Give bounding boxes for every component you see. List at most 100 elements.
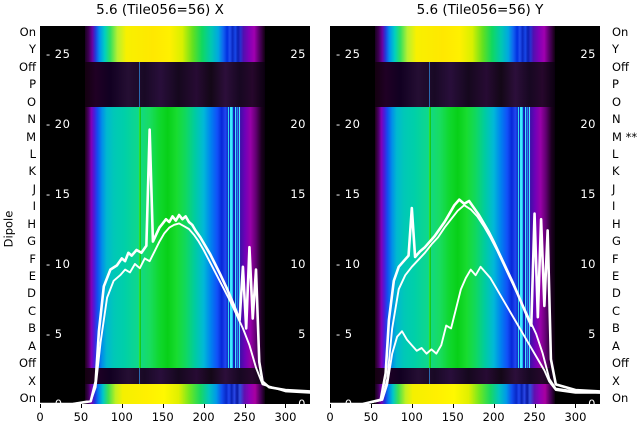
heatmap-stripe: [229, 107, 232, 368]
dipole-label-c-16: C: [612, 303, 621, 318]
x-tick-label: 100: [110, 410, 133, 424]
heatmap-stripe: [232, 107, 234, 368]
dipole-label-p-3: P: [612, 77, 619, 92]
heatmap-stripe: [228, 107, 230, 368]
inner-y-tick-20-right: 20: [580, 117, 596, 131]
dipole-label-a-18: A: [612, 338, 620, 353]
dipole-label-b-17: B: [28, 321, 36, 336]
inner-y-tick-20-left: - 20: [46, 117, 71, 131]
x-tick-label: 150: [441, 410, 464, 424]
heatmap-band-gap-lower: [85, 367, 265, 385]
x-tick-mark: [162, 404, 164, 408]
x-tick-mark: [493, 404, 495, 408]
heatmap-band-gap-upper: [85, 62, 265, 108]
dipole-label-i-10: I: [32, 199, 36, 214]
x-tick-label: 0: [326, 410, 334, 424]
panel-x: 5.6 (Tile056=56) X - 25 25 - 20 20 - 15 15 - 1…: [36, 2, 310, 438]
heatmap-band-bottom-band: [375, 384, 555, 404]
dipole-label-on-0: On: [612, 25, 629, 39]
heatmap-band-main-body: [85, 107, 265, 368]
x-tick-label: 200: [482, 410, 505, 424]
dipole-axis-right: On Y Off P O N M ** L K J I H G F E D C B A Off X On: [610, 26, 640, 404]
dipole-label-e-14: E: [28, 269, 36, 283]
x-tick-mark: [203, 404, 205, 408]
panel-y-title: 5.6 (Tile056=56) Y: [416, 2, 544, 18]
heatmap-stripe: [527, 107, 529, 368]
x-tick-label: 250: [523, 410, 546, 424]
inner-y-tick-10-left: - 10: [336, 257, 361, 271]
heatmap-gap-wash: [85, 62, 265, 108]
heatmap-band-main-body: [375, 107, 555, 368]
dipole-label-h-11: H: [27, 216, 36, 231]
x-tick-mark: [575, 404, 577, 408]
dipole-label-j-9: J: [32, 181, 36, 196]
inner-y-tick-0-left: - 0: [336, 397, 353, 404]
y-axis-label: Dipole: [1, 210, 16, 248]
x-tick-label: 200: [192, 410, 215, 424]
heatmap-stripe: [518, 107, 520, 368]
panel-y-heatmap: [330, 26, 600, 404]
heatmap-gap-wash: [85, 367, 265, 385]
heatmap-stripe: [522, 107, 524, 368]
inner-y-tick-10-left: - 10: [46, 257, 71, 271]
inner-y-tick-10-right: 10: [290, 257, 306, 271]
x-tick-label: 250: [233, 410, 256, 424]
x-tick-mark: [244, 404, 246, 408]
dipole-label-f-13: F: [29, 251, 36, 266]
heatmap-stripe: [529, 107, 531, 368]
x-tick-mark: [121, 404, 123, 408]
heatmap-stripe: [237, 107, 239, 368]
dipole-label-f-13: F: [612, 251, 619, 266]
heatmap-stripe: [139, 107, 140, 368]
dipole-label-g-12: G: [612, 234, 621, 249]
heatmap-band-top-band: [85, 26, 265, 63]
inner-y-tick-5-right: 5: [298, 327, 306, 341]
heatmap-gap-wash: [375, 367, 555, 385]
heatmap-stripe: [524, 107, 526, 368]
dipole-label-n-5: N: [612, 112, 621, 127]
curve-curve-bundle-upper: [40, 128, 310, 404]
dipole-label-j-9: J: [612, 181, 616, 196]
inner-y-tick-0-right: 0: [588, 397, 596, 404]
inner-y-tick-15-right: 15: [580, 187, 596, 201]
dipole-label-on-21: On: [19, 391, 36, 405]
panel-y-xaxis: 0 50 100 150 200 250 300: [326, 404, 600, 438]
dipole-label-off-19: Off: [612, 356, 629, 371]
inner-y-tick-25-left: - 25: [46, 47, 71, 61]
inner-y-tick-5-left: - 5: [336, 327, 353, 341]
dipole-label-a-18: A: [28, 338, 36, 353]
dipole-label-off-2: Off: [19, 59, 36, 74]
heatmap-stripe: [519, 107, 522, 368]
heatmap-stripe: [429, 107, 430, 368]
x-tick-label: 150: [151, 410, 174, 424]
dipole-label-o-4: O: [26, 94, 36, 109]
x-tick-mark: [452, 404, 454, 408]
dipole-label-d-15: D: [27, 286, 36, 301]
panel-x-xaxis: 0 50 100 150 200 250 300: [36, 404, 310, 438]
inner-y-tick-10-right: 10: [580, 257, 596, 271]
dipole-label-on-0: On: [19, 25, 36, 39]
inner-y-tick-25-right: 25: [290, 47, 306, 61]
dipole-label-x-20: X: [612, 373, 620, 388]
x-tick-label: 0: [36, 410, 44, 424]
heatmap-stripe: [239, 107, 241, 368]
dipole-label-k-8: K: [612, 164, 620, 179]
panel-y-curves: [330, 198, 600, 404]
curve-curve-lower-separate: [330, 265, 600, 404]
x-tick-mark: [330, 404, 331, 408]
inner-y-tick-25-right: 25: [580, 47, 596, 61]
x-tick-label: 50: [363, 410, 379, 424]
panel-y-axes: - 25 25 - 20 20 - 15 15 - 10 10 - 5 5 - 0 0: [330, 26, 600, 404]
inner-y-tick-20-left: - 20: [336, 117, 361, 131]
heatmap-stripe: [139, 107, 141, 368]
dipole-label-y-1: Y: [612, 42, 620, 57]
x-tick-mark: [534, 404, 536, 408]
heatmap-stripe: [234, 107, 236, 368]
inner-y-tick-15-right: 15: [290, 187, 306, 201]
panel-x-axes: - 25 25 - 20 20 - 15 15 - 10 10 - 5 5 - 0 0: [40, 26, 310, 404]
x-tick-mark: [285, 404, 287, 408]
x-tick-mark: [370, 404, 372, 408]
dipole-label-p-3: P: [29, 77, 36, 92]
heatmap-stripe: [139, 62, 140, 108]
